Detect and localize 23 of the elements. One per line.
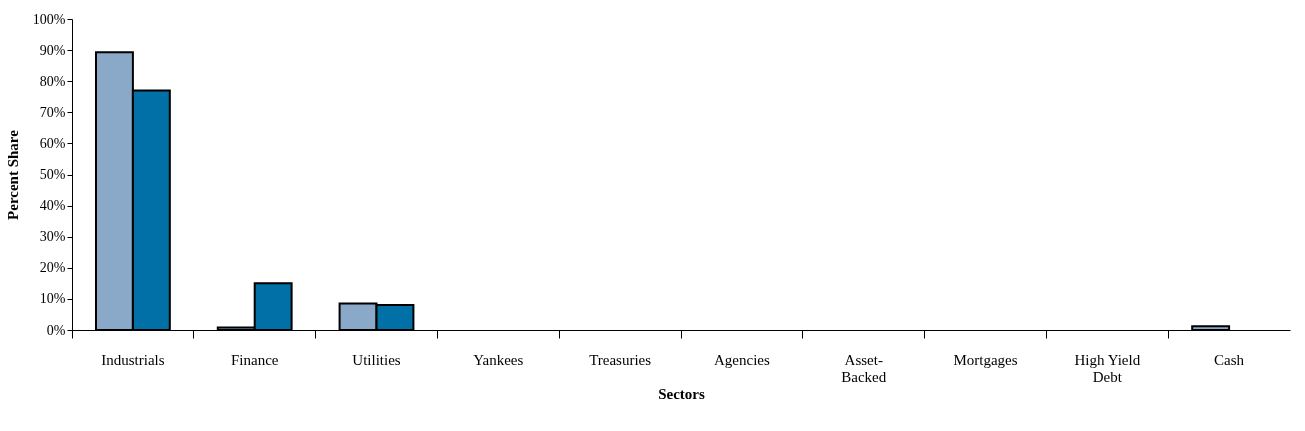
y-tick-label: 60% — [39, 135, 66, 151]
x-tick-label: Cash — [1214, 351, 1245, 368]
x-tick-label: Treasuries — [589, 351, 652, 368]
y-tick-label: 30% — [39, 229, 66, 245]
y-tick-label: 100% — [32, 11, 66, 27]
x-tick-label: Agencies — [713, 351, 770, 368]
x-tick-label: Asset-Backed — [841, 351, 887, 385]
x-tick-label: Utilities — [352, 351, 401, 368]
y-tick-label: 0% — [46, 322, 66, 338]
y-tick-label: 80% — [39, 73, 66, 89]
x-tick-label: Mortgages — [953, 351, 1018, 368]
x-tick-label: Finance — [230, 351, 279, 368]
x-tick-label: Yankees — [473, 351, 524, 368]
y-tick-label: 40% — [39, 198, 66, 214]
y-tick-label: 10% — [39, 291, 66, 307]
x-tick-label: High Yield Debt — [1074, 351, 1141, 385]
y-tick-label: 70% — [39, 104, 66, 120]
y-tick-label: 20% — [39, 260, 66, 276]
x-tick-label: Industrials — [101, 351, 165, 368]
y-tick-label: 90% — [39, 42, 66, 58]
x-axis-title: Sectors — [658, 385, 705, 402]
y-tick-label: 50% — [39, 167, 66, 182]
y-axis-title: Percent Share — [4, 129, 21, 220]
